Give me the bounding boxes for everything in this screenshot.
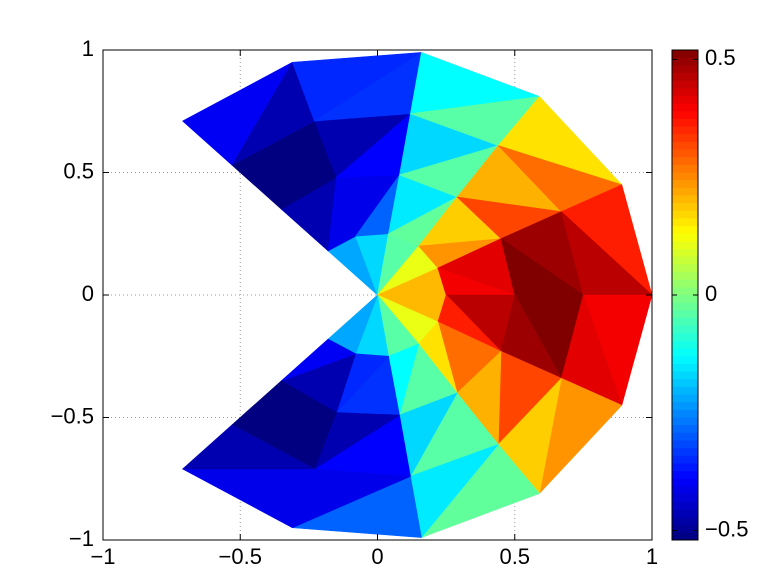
colorbar-segment [672, 432, 698, 441]
y-tick-label: −0.5 [51, 403, 94, 428]
colorbar-segment [672, 88, 698, 97]
colorbar-segment [672, 180, 698, 189]
x-tick-label: 0 [371, 544, 383, 569]
colorbar-segment [672, 264, 698, 273]
colorbar-segment [672, 272, 698, 281]
colorbar-segment [672, 494, 698, 503]
x-tick-label: −1 [90, 544, 115, 569]
axes-box [102, 49, 653, 541]
x-tick-label: 0.5 [499, 544, 530, 569]
colorbar-segment [672, 72, 698, 82]
colorbar-segment [672, 80, 698, 89]
colorbar-segment [672, 509, 698, 518]
colorbar-segment [672, 157, 698, 166]
colorbar-segment [672, 57, 698, 66]
colorbar-segment [672, 256, 698, 265]
colorbar-segment [672, 287, 698, 296]
colorbar-segment [672, 501, 698, 510]
colorbar-segment [672, 302, 698, 311]
mesh [182, 52, 653, 538]
x-tick-label: 1 [646, 544, 658, 569]
colorbar-segment [672, 295, 698, 304]
y-tick-label: −1 [69, 526, 94, 551]
colorbar-segment [672, 371, 698, 380]
triangle [281, 338, 356, 382]
triangle [231, 380, 337, 426]
colorbar-segment [672, 164, 698, 173]
colorbar-segment [672, 356, 698, 365]
colorbar-segment [672, 226, 698, 235]
colorbar-segment [672, 50, 698, 59]
colorbar-segment [672, 279, 698, 288]
colorbar-tick-label: −0.5 [705, 516, 748, 541]
colorbar-segment [672, 141, 698, 151]
colorbar-segment [672, 203, 698, 212]
colorbar-segment [672, 310, 698, 319]
colorbar-segment [672, 340, 698, 350]
colorbar-segment [672, 172, 698, 181]
y-tick-label: 0.5 [63, 158, 94, 183]
colorbar-segment [672, 111, 698, 120]
colorbar-segment [672, 195, 698, 204]
colorbar-segment [672, 210, 698, 219]
colorbar-segment [672, 103, 698, 112]
colorbar-segment [672, 187, 698, 196]
colorbar-segment [672, 325, 698, 334]
colorbar-segment [672, 218, 698, 227]
colorbar-segment [672, 455, 698, 464]
colorbar-segment [672, 317, 698, 327]
y-tick-label: 0 [82, 281, 94, 306]
colorbar-segment [672, 486, 698, 495]
colorbar-segment [672, 249, 698, 258]
axes-layer: −1 −0.5 0 0.5 1 −1 −0.5 0 0.5 1 −0.5 0 0.5 [51, 36, 749, 569]
colorbar-segment [672, 394, 698, 403]
colorbar-segment [672, 134, 698, 143]
colorbar-segment [672, 417, 698, 426]
colorbar-segment [672, 333, 698, 342]
colorbar-segment [672, 149, 698, 158]
colorbar-segment [672, 233, 698, 242]
colorbar-segment [672, 241, 698, 250]
colorbar-segment [672, 524, 698, 533]
colorbar-segment [672, 409, 698, 418]
colorbar-segment [672, 440, 698, 449]
y-tick-label: 1 [82, 36, 94, 61]
triangle [182, 424, 315, 470]
colorbar-segment [672, 65, 698, 74]
colorbar-segment [672, 95, 698, 105]
colorbar-segment [672, 463, 698, 472]
colorbar-tick-label: 0 [705, 281, 717, 306]
colorbar-segment [672, 118, 698, 128]
colorbar-segment [672, 126, 698, 135]
colorbar-segment [672, 478, 698, 487]
colorbar-segment [672, 517, 698, 526]
colorbar-segment [672, 386, 698, 396]
colorbar-segment [672, 471, 698, 480]
colorbar-segment [672, 348, 698, 357]
colorbar-tick-label: 0.5 [705, 45, 736, 70]
colorbar-segment [672, 425, 698, 434]
x-tick-label: −0.5 [219, 544, 262, 569]
colorbar-segment [672, 532, 698, 541]
colorbar-segment [672, 448, 698, 457]
colorbar-segment [672, 379, 698, 388]
colorbar-segment [672, 363, 698, 373]
colorbar-segment [672, 402, 698, 411]
